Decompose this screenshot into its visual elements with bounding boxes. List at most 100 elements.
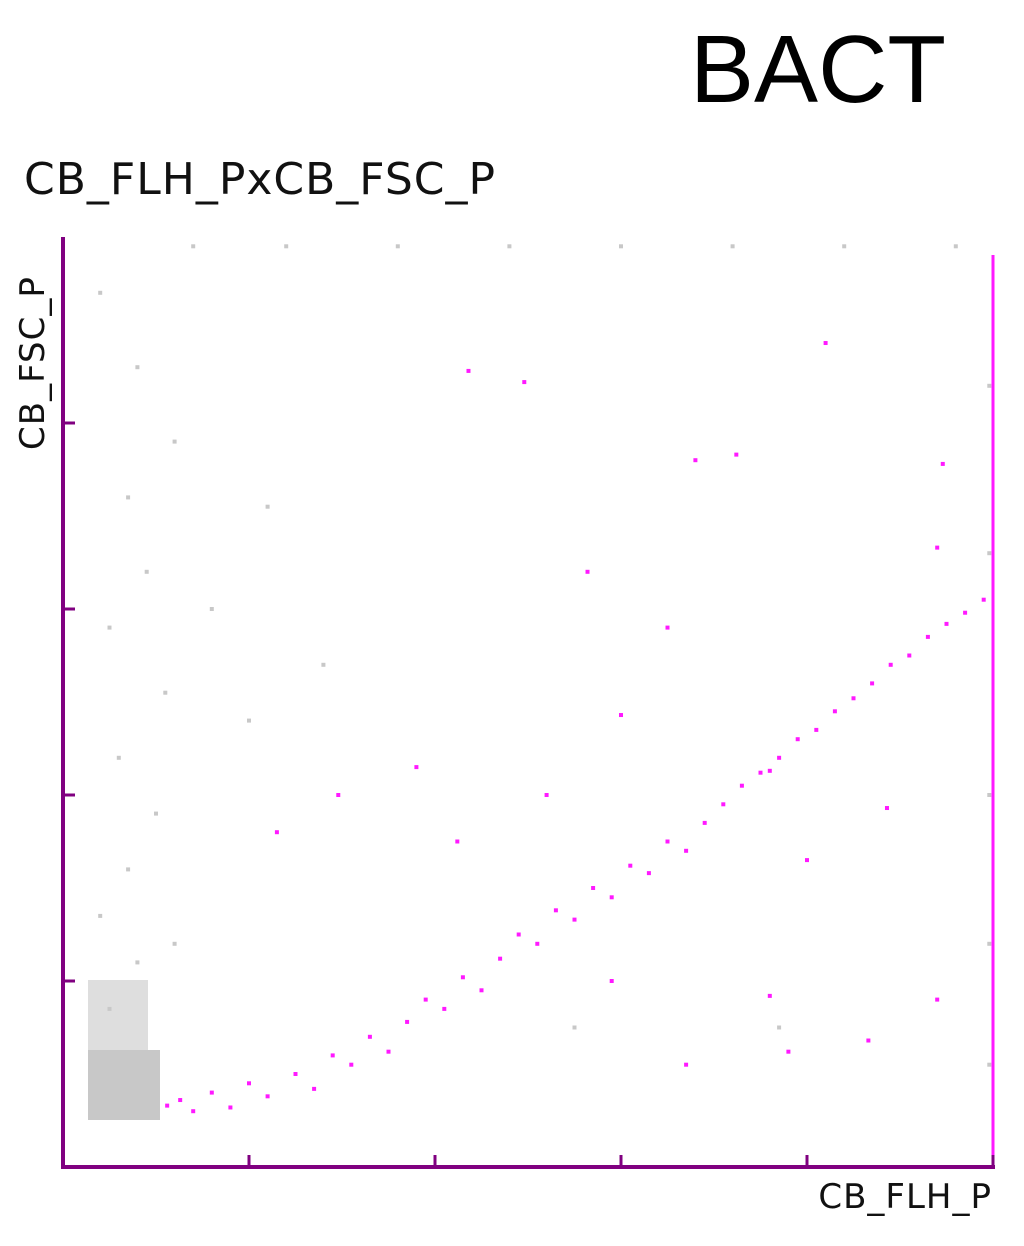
gated-point [165, 1103, 170, 1108]
ungated-point [987, 551, 992, 556]
gated-point [330, 1053, 335, 1058]
gated-point [888, 662, 893, 667]
gated-point [466, 368, 471, 373]
x-axis-label: CB_FLH_P [818, 1177, 992, 1217]
ungated-point [172, 439, 177, 444]
gated-point [312, 1086, 317, 1091]
gated-point [274, 830, 279, 835]
gated-point [405, 1019, 410, 1024]
gated-point [805, 858, 809, 863]
gated-point [925, 634, 930, 639]
gated-point [758, 770, 763, 775]
ungated-point [987, 793, 992, 797]
gated-point [693, 458, 698, 463]
gated-point [944, 621, 949, 626]
ungated-point [135, 365, 140, 370]
ungated-point [507, 244, 512, 249]
ungated-point [572, 1025, 577, 1030]
ungated-point [987, 1062, 992, 1067]
ungated-point [144, 1090, 149, 1095]
gated-point [367, 1034, 372, 1039]
gated-point [739, 783, 744, 788]
gated-point [516, 932, 521, 937]
gated-point [553, 908, 558, 913]
ungated-point [126, 867, 131, 872]
gated-point [544, 793, 549, 797]
chart-subtitle: CB_FLH_PxCB_FSC_P [24, 154, 497, 205]
ungated-points [88, 244, 992, 1120]
gated-point [349, 1062, 354, 1067]
gated-point [870, 681, 875, 686]
ungated-point [135, 960, 140, 965]
ungated-point [395, 244, 400, 249]
gated-point [460, 975, 465, 980]
ungated-point [163, 690, 168, 695]
gated-point [823, 341, 828, 346]
gated-point [684, 848, 689, 853]
gated-point [684, 1062, 689, 1067]
gated-point [293, 1072, 298, 1076]
ungated-point [144, 569, 149, 574]
ungated-point [172, 941, 177, 946]
gated-point [609, 979, 614, 983]
ungated-point [321, 662, 326, 667]
gated-point [479, 988, 484, 993]
gated-point [866, 1038, 871, 1043]
gated-point [572, 917, 577, 922]
ungated-point [107, 1006, 112, 1011]
gated-point [265, 1094, 270, 1099]
gated-point [814, 727, 819, 732]
gated-point [665, 625, 670, 630]
gated-point [178, 1098, 183, 1103]
gated-point [935, 997, 940, 1002]
gated-point [336, 793, 341, 797]
gated-point [522, 380, 527, 385]
gated-point [981, 597, 986, 602]
ungated-point [953, 244, 958, 249]
gated-point [786, 1049, 791, 1054]
gated-point [734, 452, 739, 457]
gated-point [228, 1105, 233, 1110]
ungated-point [842, 244, 847, 249]
gated-point [665, 839, 670, 844]
ungated-cluster-upper [88, 980, 148, 1050]
gated-point [455, 839, 460, 844]
ungated-point [284, 244, 289, 249]
gated-point [767, 993, 772, 998]
gated-point [721, 802, 726, 807]
axes [61, 237, 995, 1169]
ungated-point [987, 383, 992, 388]
gated-point [940, 461, 945, 466]
ungated-point [777, 1025, 782, 1030]
gated-point [646, 871, 651, 876]
gated-point [498, 956, 503, 961]
ungated-point [116, 1062, 121, 1067]
chart-title: BACT [690, 16, 947, 123]
gated-point [702, 820, 707, 825]
gated-point [884, 806, 889, 811]
gated-point [209, 1090, 214, 1095]
ungated-point [987, 941, 992, 946]
ungated-point [191, 244, 196, 249]
gated-point [619, 713, 623, 718]
gated-point [609, 895, 614, 900]
ungated-point [247, 718, 251, 723]
gated-point [628, 863, 633, 868]
gated-point [423, 997, 428, 1002]
gated-point [777, 755, 782, 760]
gated-point [795, 737, 800, 742]
ungated-point [730, 244, 735, 249]
gated-point [414, 765, 419, 770]
ungated-point [107, 625, 112, 630]
ungated-point [98, 913, 103, 918]
ungated-point [265, 504, 270, 509]
ungated-point [154, 811, 158, 816]
ungated-point [209, 607, 214, 611]
gated-point [832, 709, 837, 714]
gated-point [935, 545, 940, 550]
gated-point [585, 569, 590, 574]
gated-points [165, 341, 986, 1114]
gated-point [191, 1109, 196, 1114]
ungated-point [88, 1109, 93, 1114]
